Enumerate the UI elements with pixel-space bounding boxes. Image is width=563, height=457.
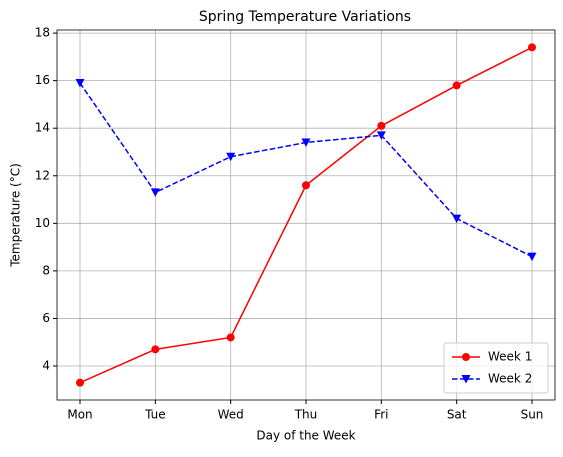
y-tick-label: 12 [35,168,50,182]
x-tick-label: Sun [521,408,544,422]
x-tick-label: Wed [218,408,244,422]
legend-box [443,342,549,394]
legend: Week 1 Week 2 [443,342,549,394]
marker [150,188,160,197]
marker [301,138,311,147]
marker [462,353,470,361]
x-axis-label: Day of the Week [256,429,355,443]
y-tick-label: 8 [42,263,50,277]
x-tick-label: Fri [374,408,388,422]
marker [528,43,536,52]
plot-frame [56,29,556,401]
marker [151,345,160,354]
y-tick-label: 16 [35,73,50,87]
x-tick-label: Thu [294,408,318,422]
marker [75,79,85,88]
legend-label: Week 2 [488,372,532,386]
x-tick-label: Sat [447,408,467,422]
y-tick-label: 4 [42,358,50,372]
x-tick-label: Tue [144,408,166,422]
y-tick-label: 14 [35,121,50,135]
marker [461,375,471,384]
x-tick-label: Mon [67,408,92,422]
marker [226,152,236,162]
y-tick-label: 6 [42,311,50,325]
y-axis-label: Temperature (°C) [9,163,23,268]
marker [527,252,537,262]
legend-label: Week 1 [488,350,532,364]
marker [376,131,386,140]
marker [76,378,84,387]
chart-title: Spring Temperature Variations [199,9,411,25]
marker [452,214,462,224]
marker [452,81,461,90]
marker [302,181,310,190]
y-tick-label: 18 [35,26,50,40]
marker [226,333,235,342]
marker [377,121,386,130]
y-tick-label: 10 [35,216,50,230]
